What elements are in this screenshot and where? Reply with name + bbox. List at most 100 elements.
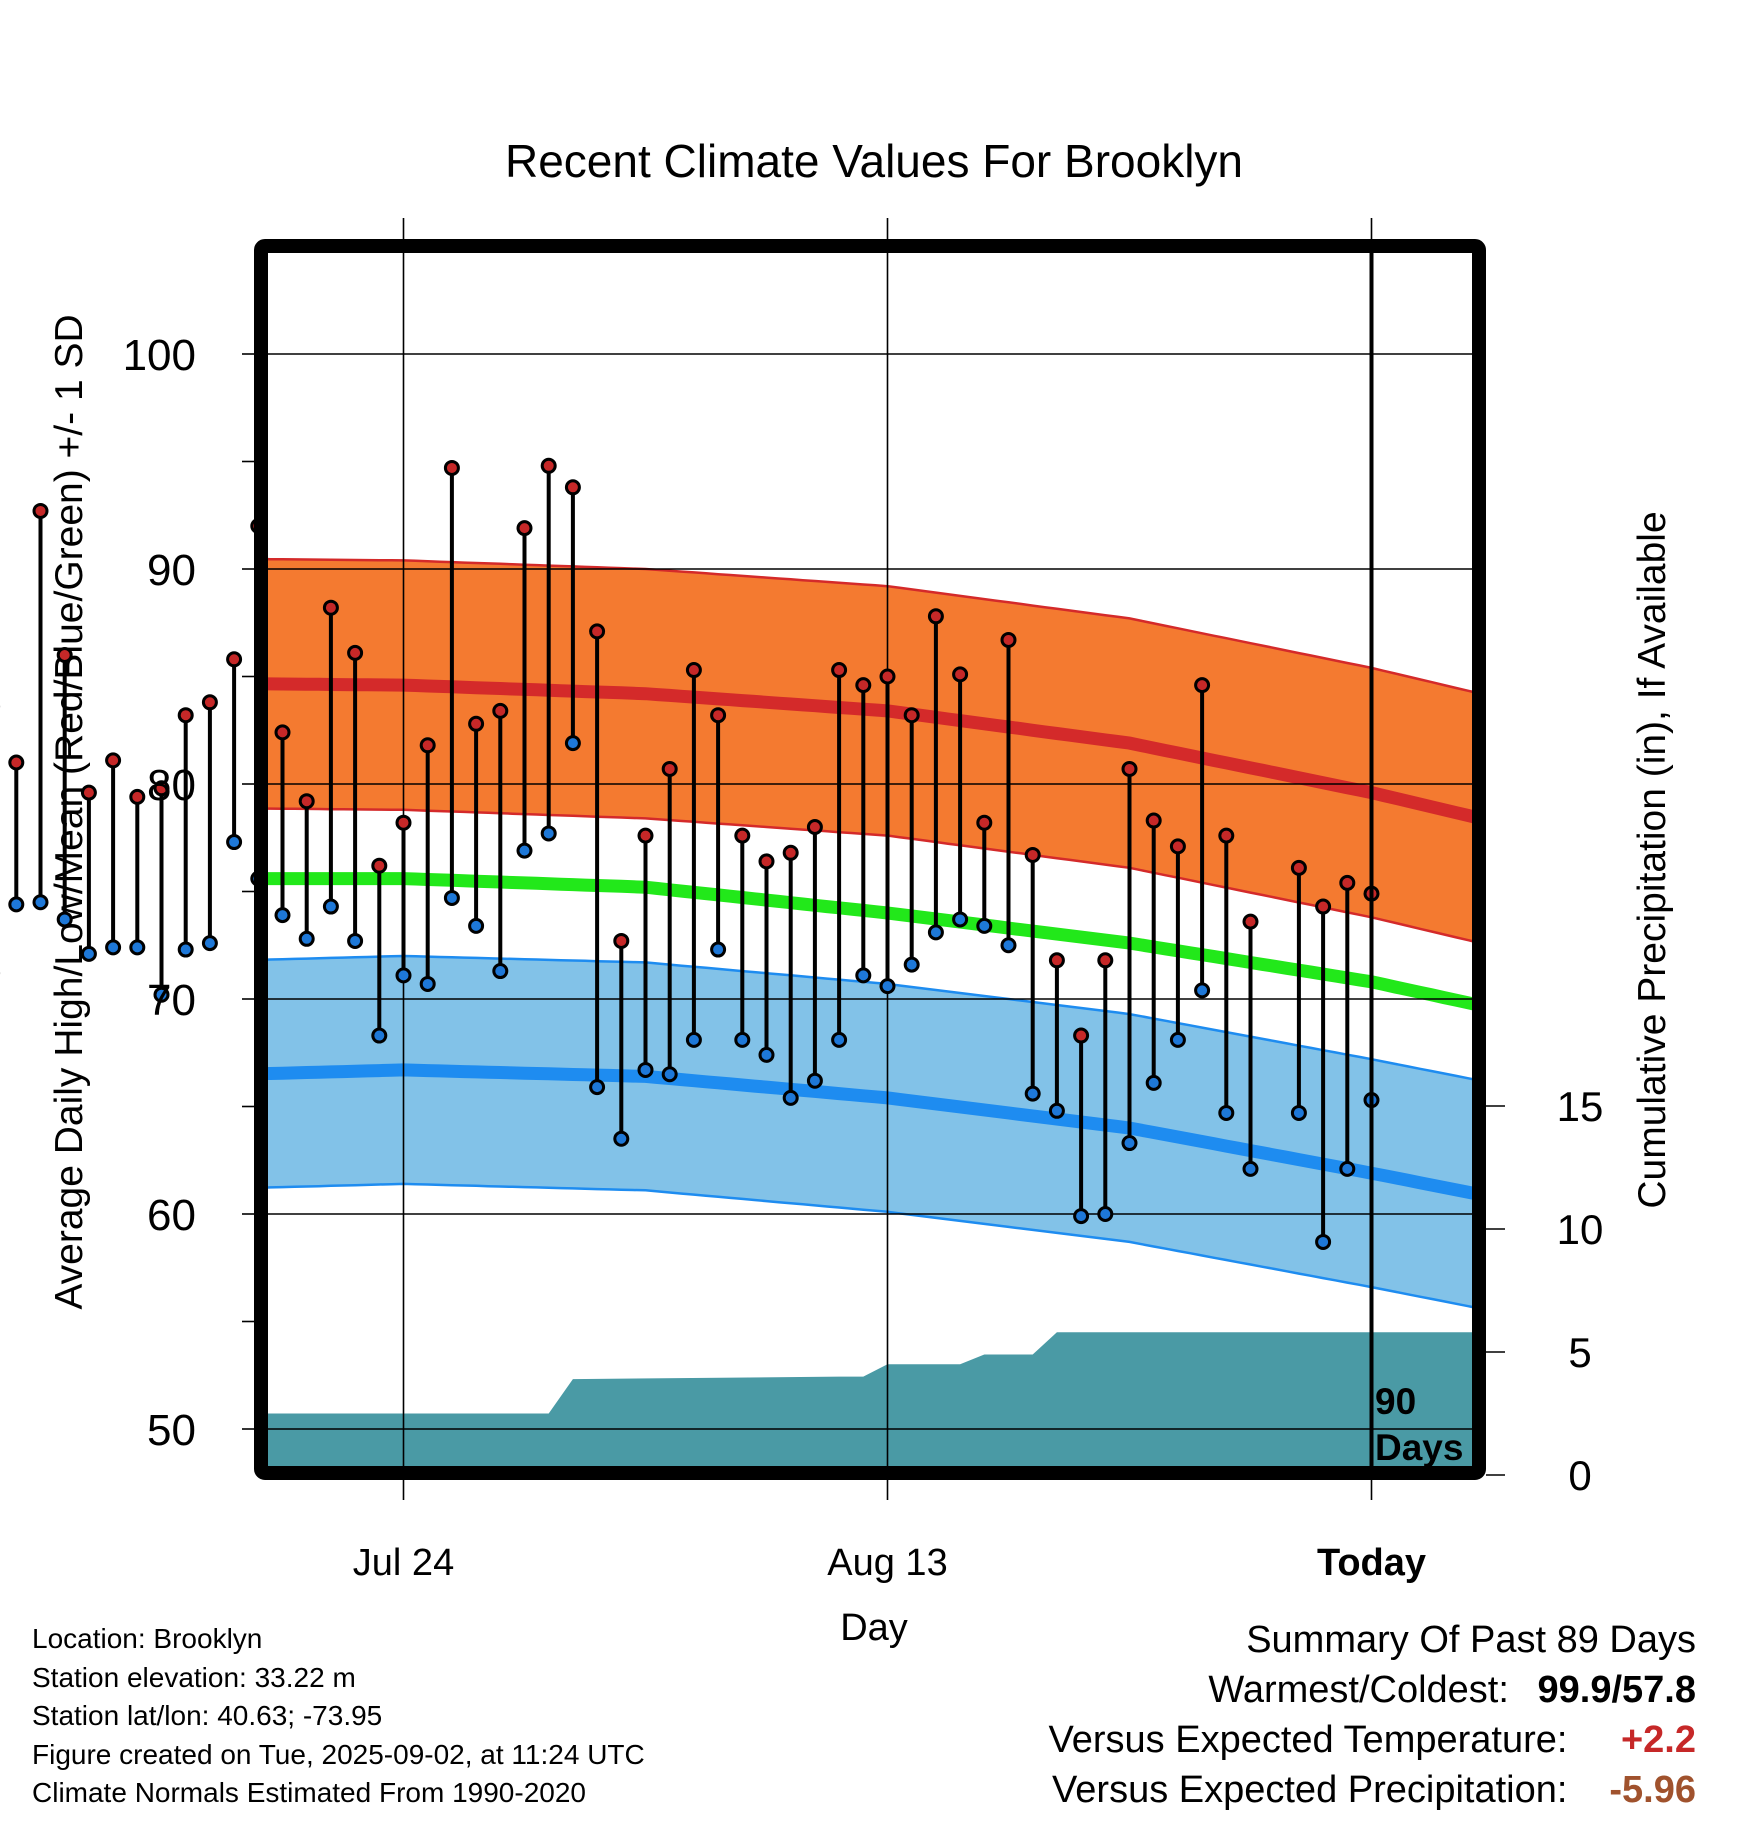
daily-low-point [1242, 1160, 1259, 1177]
precipitation-departure-value: -5.96 [1609, 1769, 1696, 1811]
daily-high-point [540, 457, 557, 474]
daily-low-point [758, 1046, 775, 1063]
daily-low-point [443, 889, 460, 906]
daily-low-point [347, 932, 364, 949]
warmest-coldest-row: Warmest/Coldest: 99.9/57.8 [1049, 1665, 1696, 1715]
daily-bar [927, 608, 944, 941]
daily-high-point [1073, 1027, 1090, 1044]
daily-high-point [322, 599, 339, 616]
daily-bar [1169, 838, 1186, 1048]
daily-low-point [226, 834, 243, 851]
daily-bar [347, 644, 364, 949]
y-tick-label: 100 [123, 331, 196, 380]
daily-bar [613, 932, 630, 1147]
daily-bar [1339, 874, 1356, 1177]
daily-bar [371, 857, 388, 1044]
daily-bar [1073, 1027, 1090, 1225]
daily-bar [1218, 827, 1235, 1121]
daily-low-point [298, 930, 315, 947]
daily-bar [564, 479, 581, 752]
daily-low-point [540, 825, 557, 842]
daily-bar [976, 814, 993, 934]
temperature-departure-label: Versus Expected Temperature: [1048, 1719, 1568, 1761]
today-annotation: 90 Days [1375, 1381, 1463, 1468]
daily-low-point [56, 911, 73, 928]
daily-bar [468, 715, 485, 934]
daily-high-point [1242, 913, 1259, 930]
daily-bar [492, 702, 509, 980]
daily-bar [806, 819, 823, 1089]
daily-high-point [831, 662, 848, 679]
daily-high-point [32, 502, 49, 519]
daily-low-point [419, 975, 436, 992]
daily-high-point [927, 608, 944, 625]
x-axis-label: Day [840, 1607, 908, 1649]
daily-high-point [419, 737, 436, 754]
daily-low-point [1315, 1233, 1332, 1250]
daily-low-point [32, 894, 49, 911]
temperature-departure-row: Versus Expected Temperature: +2.2 [1049, 1715, 1696, 1765]
daily-bar [226, 651, 243, 851]
daily-low-point [734, 1031, 751, 1048]
daily-low-point [613, 1130, 630, 1147]
chart-title: Recent Climate Values For Brooklyn [505, 135, 1243, 187]
daily-bar [8, 754, 25, 913]
daily-high-point [1121, 760, 1138, 777]
daily-bar [685, 662, 702, 1048]
daily-bar [516, 520, 533, 859]
daily-high-point [201, 694, 218, 711]
daily-bar [879, 668, 896, 995]
daily-high-point [80, 784, 97, 801]
daily-high-point [443, 459, 460, 476]
daily-low-point [855, 967, 872, 984]
daily-high-point [758, 853, 775, 870]
daily-high-point [661, 760, 678, 777]
daily-high-point [1315, 898, 1332, 915]
daily-high-point [1145, 812, 1162, 829]
daily-high-point [589, 623, 606, 640]
daily-high-point [492, 702, 509, 719]
daily-bar [105, 752, 122, 956]
y-axis-ticks: 50 60 70 80 90 100 [123, 331, 254, 1455]
daily-low-point [1121, 1135, 1138, 1152]
daily-high-point [371, 857, 388, 874]
daily-low-point [1097, 1206, 1114, 1222]
daily-low-point [105, 939, 122, 956]
daily-bar [56, 647, 73, 928]
daily-low-point [274, 907, 291, 924]
daily-high-point [710, 707, 727, 724]
daily-high-point [1024, 846, 1041, 863]
daily-low-point [1145, 1074, 1162, 1091]
y-tick-label: 50 [147, 1406, 196, 1455]
daily-high-point [468, 715, 485, 732]
daily-high-point [976, 814, 993, 831]
daily-bar [758, 853, 775, 1063]
cumulative-precipitation [268, 1332, 1472, 1466]
daily-high-point [903, 707, 920, 724]
precipitation-departure-label: Versus Expected Precipitation: [1052, 1769, 1568, 1811]
summary-panel: Summary Of Past 89 Days Warmest/Coldest:… [1049, 1615, 1696, 1815]
daily-bar [661, 760, 678, 1083]
temperature-departure-value: +2.2 [1620, 1719, 1696, 1761]
daily-low-point [831, 1031, 848, 1048]
daily-high-point [564, 479, 581, 496]
daily-low-point [564, 735, 581, 752]
coldest-value: 57.8 [1622, 1669, 1696, 1711]
y-tick-label: 60 [147, 1191, 196, 1240]
today-days-count: 90 [1375, 1381, 1416, 1422]
y2-tick-label: 10 [1557, 1206, 1604, 1253]
daily-high-point [879, 668, 896, 685]
daily-bar [1290, 859, 1307, 1121]
daily-high-point [1048, 952, 1065, 969]
daily-high-point [1097, 952, 1114, 969]
y2-axis-label: Cumulative Precipitation (in), If Availa… [1631, 511, 1674, 1208]
daily-high-point [952, 666, 969, 683]
location-text: Location: Brooklyn [32, 1623, 263, 1654]
daily-low-point [322, 898, 339, 915]
daily-low-point [1339, 1160, 1356, 1177]
daily-high-point [1169, 838, 1186, 855]
daily-bar [419, 737, 436, 992]
daily-bar [782, 844, 799, 1106]
station-info: Location: Brooklyn Station elevation: 33… [32, 1620, 645, 1813]
daily-bar [1121, 760, 1138, 1152]
